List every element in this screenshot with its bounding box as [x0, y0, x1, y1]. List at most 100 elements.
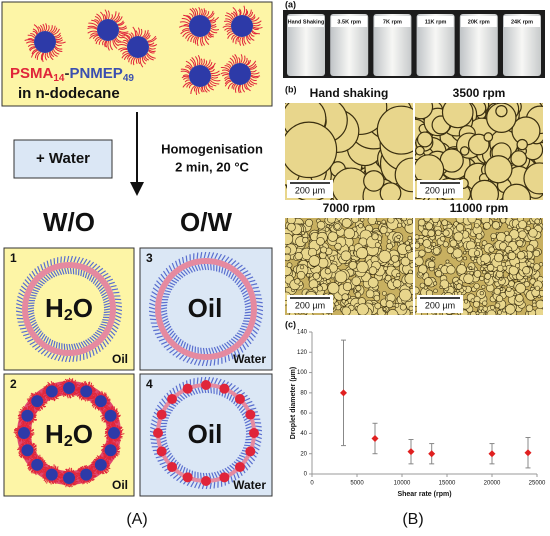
droplet: [394, 157, 413, 193]
y-tick-label: 120: [297, 350, 308, 356]
corona: [104, 422, 125, 443]
core: [63, 382, 75, 394]
caption: (B): [402, 511, 423, 528]
core: [156, 409, 167, 420]
droplet: [467, 218, 477, 224]
droplet: [285, 121, 338, 179]
stabiliser: [148, 251, 264, 367]
vial-label: 3.5K rpm: [337, 19, 361, 25]
corona: [16, 439, 38, 461]
droplet: [482, 270, 487, 275]
heading: W/O: [43, 207, 95, 237]
droplet: [459, 146, 470, 156]
droplet: [433, 288, 438, 294]
x-axis-label: Shear rate (rpm): [397, 491, 451, 498]
core: [231, 15, 253, 37]
droplet: [409, 262, 413, 269]
droplet: [506, 286, 512, 293]
droplet: [379, 226, 388, 234]
box-number: 3: [146, 251, 153, 265]
y-tick-label: 40: [300, 431, 307, 437]
droplet: [356, 260, 369, 274]
droplet: [495, 270, 504, 278]
droplet: [301, 231, 305, 236]
medium: Oil: [112, 478, 128, 492]
micrograph: [285, 218, 413, 315]
core: [104, 409, 117, 422]
droplet: [308, 255, 321, 267]
droplet: [378, 250, 392, 263]
scale-label: 200 µm: [295, 300, 325, 310]
vial-label: 24K rpm: [511, 19, 533, 25]
droplet: [386, 309, 399, 315]
droplet: [334, 242, 342, 250]
droplet: [422, 225, 427, 229]
box-number: 2: [10, 377, 17, 391]
droplet: [439, 285, 443, 289]
point: [488, 450, 496, 458]
droplet: [285, 232, 294, 245]
corona: [90, 390, 111, 411]
core: [189, 65, 211, 87]
droplet: [470, 256, 476, 261]
droplet: [456, 264, 467, 275]
core-part: Oil: [188, 293, 223, 323]
droplet: [482, 306, 488, 312]
droplet: [463, 273, 474, 284]
point: [407, 448, 415, 456]
core: [182, 383, 193, 394]
y-tick-label: 80: [300, 390, 307, 396]
core-part: H: [45, 419, 64, 449]
droplet: [504, 234, 513, 243]
polymer: PSMA14-PNMEP49: [10, 65, 134, 84]
droplet: [502, 183, 531, 200]
process: Homogenisation: [161, 141, 263, 156]
droplet: [463, 256, 467, 261]
core: [249, 428, 259, 438]
droplet: [334, 301, 339, 306]
droplet: [407, 251, 413, 261]
droplet: [316, 220, 326, 230]
droplet: [481, 284, 486, 289]
droplet: [486, 309, 497, 315]
droplet: [381, 219, 386, 224]
drawings: [13, 5, 543, 490]
droplet: [505, 304, 516, 315]
droplet: [468, 266, 473, 270]
core: [45, 468, 58, 481]
scale-label: 200 µm: [425, 300, 455, 310]
droplet: [499, 242, 508, 251]
corona: [24, 23, 66, 63]
core: [245, 446, 256, 457]
droplet: [285, 265, 292, 276]
droplet: [397, 222, 403, 228]
droplet: [423, 218, 431, 223]
droplet: [326, 218, 336, 224]
droplet: [400, 256, 411, 267]
droplet: [294, 251, 303, 261]
droplet: [516, 138, 528, 151]
droplet: [526, 220, 531, 226]
micrograph-title: 3500 rpm: [453, 86, 506, 100]
droplet: [510, 150, 528, 167]
droplet: [415, 145, 425, 156]
corona: [87, 9, 129, 51]
droplet: [462, 250, 467, 255]
x-tick-label: 10000: [394, 481, 411, 487]
droplet: [435, 229, 442, 236]
core: [97, 19, 119, 41]
droplet: [382, 307, 387, 311]
droplet: [354, 291, 362, 298]
core-part: O: [73, 293, 93, 323]
droplet: [499, 287, 504, 291]
droplet: [365, 289, 375, 299]
droplet: [415, 234, 420, 240]
droplet: [342, 282, 353, 292]
droplet: [435, 270, 443, 278]
droplet: [328, 263, 338, 273]
droplet: [423, 277, 433, 286]
corona: [100, 439, 121, 461]
droplet: [494, 302, 501, 309]
stabiliser: [15, 255, 123, 363]
